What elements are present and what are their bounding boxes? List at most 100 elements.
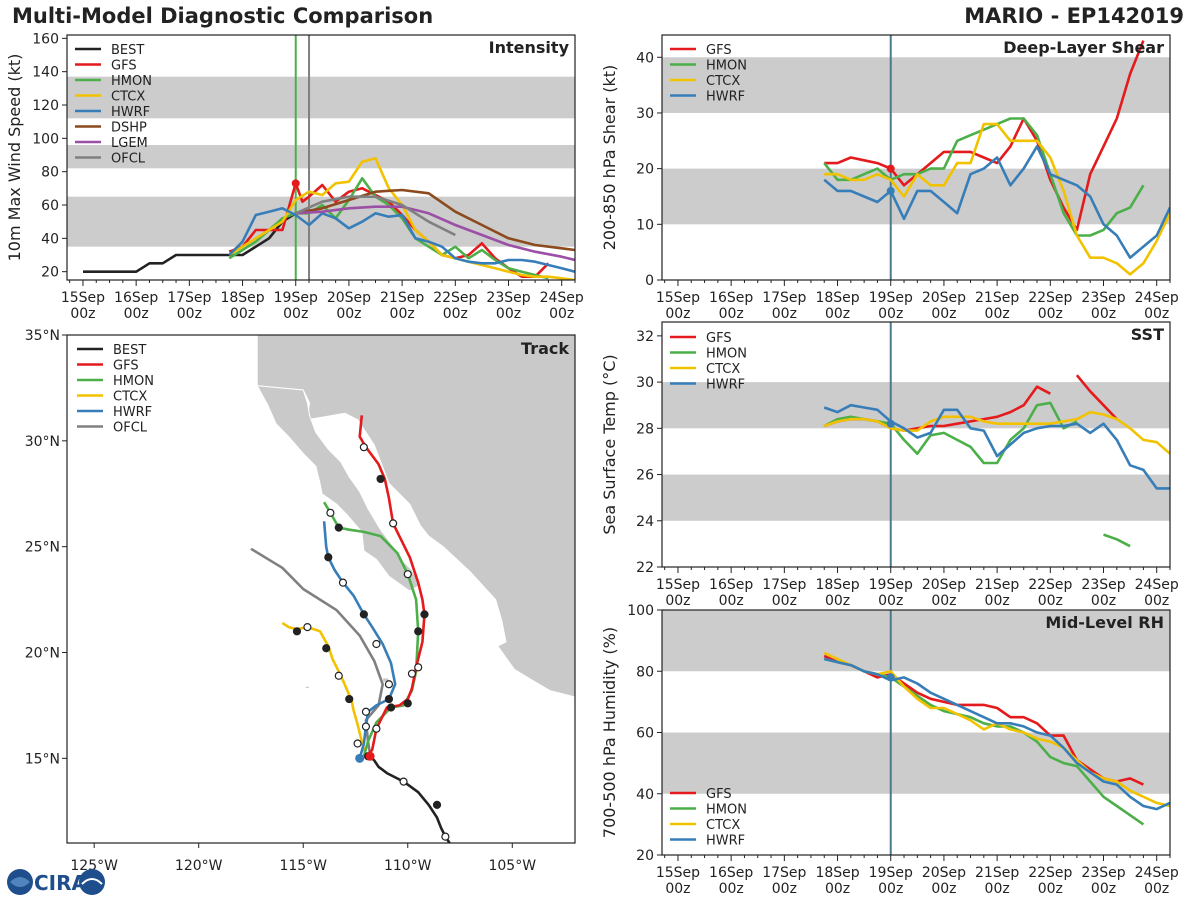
x-tick-hour: 00z — [931, 881, 956, 897]
x-tick-day: 15Sep — [656, 290, 700, 306]
y-tick-label: 60 — [636, 726, 654, 742]
legend-label: GFS — [706, 787, 732, 802]
x-tick-hour: 00z — [719, 306, 744, 322]
series-line-best — [83, 212, 297, 274]
x-tick-hour: 00z — [985, 306, 1010, 322]
series-line-gfs — [1075, 374, 1118, 420]
x-tick-hour: 00z — [1038, 881, 1063, 897]
track-marker-ctcx — [303, 622, 312, 632]
x-tick-hour: 00z — [931, 593, 956, 609]
x-tick-hour: 00z — [390, 306, 415, 322]
track-marker-hwrf — [384, 694, 394, 704]
panel-title: Track — [521, 339, 569, 358]
x-tick-hour: 00z — [1091, 306, 1116, 322]
hwrf-init-marker — [886, 419, 895, 428]
x-tick-hour: 00z — [878, 306, 903, 322]
map-frame — [66, 334, 576, 844]
track-line-hmon — [322, 501, 420, 757]
logo-text: CIRA — [34, 871, 88, 895]
legend-background — [70, 338, 162, 438]
satellite-icon — [79, 869, 105, 895]
x-tick-hour: 00z — [1144, 881, 1169, 897]
x-tick-hour: 00z — [878, 881, 903, 897]
legend-label: HMON — [706, 59, 747, 74]
legend-label: OFCL — [111, 152, 146, 167]
shaded-band — [662, 732, 1170, 794]
storm-id: MARIO - EP142019 — [964, 4, 1184, 28]
track-marker-best — [432, 800, 442, 810]
y-tick-label: 80 — [41, 165, 59, 181]
sst-panel: 22242628303215Sep00z16Sep00z17Sep00z18Se… — [600, 321, 1179, 609]
legend-label: CTCX — [113, 390, 147, 405]
track-marker-hmon — [407, 669, 417, 678]
x-tick-hour: 00z — [772, 593, 797, 609]
series-group — [823, 374, 1170, 548]
track-marker-hwrf — [372, 639, 381, 649]
x-tick-hour: 00z — [1091, 881, 1116, 897]
series-line-gfs — [823, 654, 1144, 786]
y-tick-label: 28 — [636, 421, 654, 437]
series-line-hmon — [228, 177, 549, 280]
y-tick-label: 40 — [636, 50, 654, 66]
x-tick-hour: 00z — [283, 306, 308, 322]
legend-label: GFS — [113, 359, 139, 374]
x-tick-day: 19Sep — [869, 290, 913, 306]
x-tick-day: 21Sep — [380, 290, 424, 306]
x-tick-day: 17Sep — [762, 577, 806, 593]
lon-tick-label: 110°W — [384, 858, 432, 874]
lat-tick-label: 35°N — [25, 328, 60, 344]
series-line-dshp — [295, 188, 575, 252]
x-tick-day: 23Sep — [486, 290, 530, 306]
track-line-ofcl — [250, 547, 385, 755]
series-line-hwrf — [228, 207, 575, 273]
shaded-band — [662, 382, 1170, 429]
track-marker-hmon — [326, 508, 335, 517]
x-tick-day: 17Sep — [762, 865, 806, 881]
track-marker-gfs — [389, 519, 398, 528]
shaded-band — [67, 196, 575, 247]
x-tick-hour: 00z — [665, 593, 690, 609]
x-tick-hour: 00z — [931, 306, 956, 322]
y-tick-label: 24 — [636, 514, 654, 530]
legend-label: DSHP — [111, 121, 147, 136]
x-tick-day: 15Sep — [61, 290, 105, 306]
track-marker-hmon — [414, 627, 423, 636]
y-tick-label: 20 — [636, 162, 654, 178]
x-tick-hour: 00z — [230, 306, 255, 322]
lat-tick-label: 30°N — [25, 434, 60, 450]
intensity-panel: 2040608010012014016015Sep00z16Sep00z17Se… — [5, 31, 584, 322]
legend-label: CTCX — [706, 74, 740, 89]
series-line-hwrf — [823, 657, 1170, 811]
x-tick-day: 24Sep — [540, 290, 584, 306]
y-tick-label: 40 — [636, 787, 654, 803]
track-marker-gfs — [420, 610, 429, 619]
y-tick-label: 60 — [41, 198, 59, 214]
x-tick-hour: 00z — [1091, 593, 1116, 609]
track-panel: 125°W 120°W 115°W 110°W 105°W 15°N 20°N 25°N 30°… — [25, 328, 576, 874]
y-tick-label: 140 — [32, 65, 59, 81]
track-marker-hwrf — [384, 680, 394, 689]
legend-label: BEST — [113, 343, 146, 358]
lon-tick-label: 115°W — [279, 858, 327, 874]
x-tick-hour: 00z — [985, 881, 1010, 897]
panel-title: SST — [1131, 325, 1164, 344]
legend-label: HMON — [706, 803, 747, 818]
x-tick-day: 23Sep — [1081, 865, 1125, 881]
x-tick-day: 20Sep — [922, 290, 966, 306]
track-marker-ctcx — [361, 707, 371, 716]
legend-label: BEST — [111, 43, 144, 58]
series-line-gfs — [824, 40, 1145, 232]
x-tick-day: 19Sep — [869, 577, 913, 593]
rh-panel: 2040608010015Sep00z16Sep00z17Sep00z18Sep… — [600, 603, 1179, 897]
shaded-band — [662, 610, 1170, 672]
track-marker-hmon — [334, 523, 343, 532]
track-marker-gfs — [414, 663, 423, 672]
y-tick-label: 100 — [627, 603, 654, 619]
x-tick-day: 20Sep — [922, 577, 966, 593]
x-tick-day: 21Sep — [975, 577, 1019, 593]
x-tick-hour: 00z — [70, 306, 95, 322]
hwrf-init-marker — [886, 186, 895, 195]
track-marker-ctcx — [322, 644, 331, 653]
hwrf-start-marker — [355, 753, 365, 763]
legend-label: OFCL — [113, 421, 148, 436]
